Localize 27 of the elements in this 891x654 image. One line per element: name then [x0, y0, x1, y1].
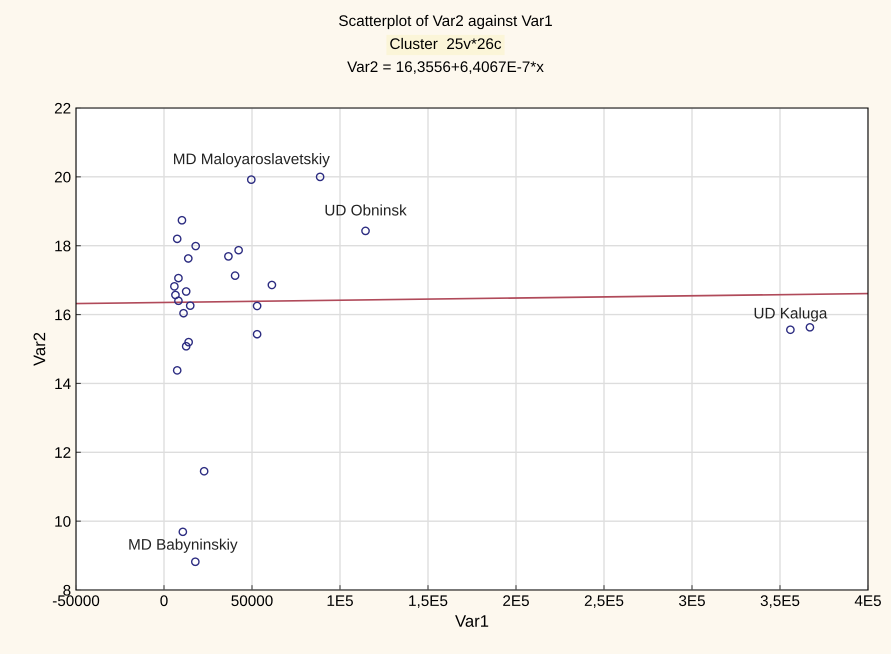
annotation: MD Babyninskiy: [129, 538, 238, 553]
annotation: UD Obninsk: [326, 204, 407, 216]
x-tick-label: 0: [160, 595, 168, 606]
y-tick-label: 12: [55, 447, 70, 458]
x-tick-label: 2E5: [503, 595, 529, 606]
text: Var2 = 16,3556+6,4067E-7*x: [347, 61, 544, 74]
x-tick-label: 2,5E5: [584, 595, 624, 608]
y-tick-label: 22: [54, 102, 70, 114]
x-tick-label: 3,5E5: [760, 595, 800, 608]
chart-title: Scatterplot of Var2 against Var1: [339, 14, 552, 30]
x-tick-label: 50000: [231, 595, 273, 606]
x-tick-label: 1E5: [328, 595, 353, 606]
y-tick-label: 18: [55, 240, 70, 252]
annotation: UD Kaluga: [754, 307, 828, 322]
y-tick-label: 20: [54, 172, 71, 183]
x-axis-title: Var1: [455, 615, 488, 627]
y-tick-label: 14: [55, 378, 71, 389]
x-tick-label: 1,5E5: [409, 595, 448, 608]
y-axis-title: Var2: [33, 332, 46, 366]
x-tick-label: 4E5: [854, 595, 881, 606]
chart-subtitle: Cluster 25v*26c: [390, 38, 502, 50]
annotation: MD Maloyaroslavetskiy: [174, 153, 330, 168]
y-tick-label: 16: [55, 309, 70, 320]
y-tick-label: 10: [55, 516, 71, 527]
y-tick-label: 8: [63, 584, 70, 596]
x-tick-label: -50000: [52, 595, 100, 606]
x-tick-label: 3E5: [678, 595, 705, 606]
